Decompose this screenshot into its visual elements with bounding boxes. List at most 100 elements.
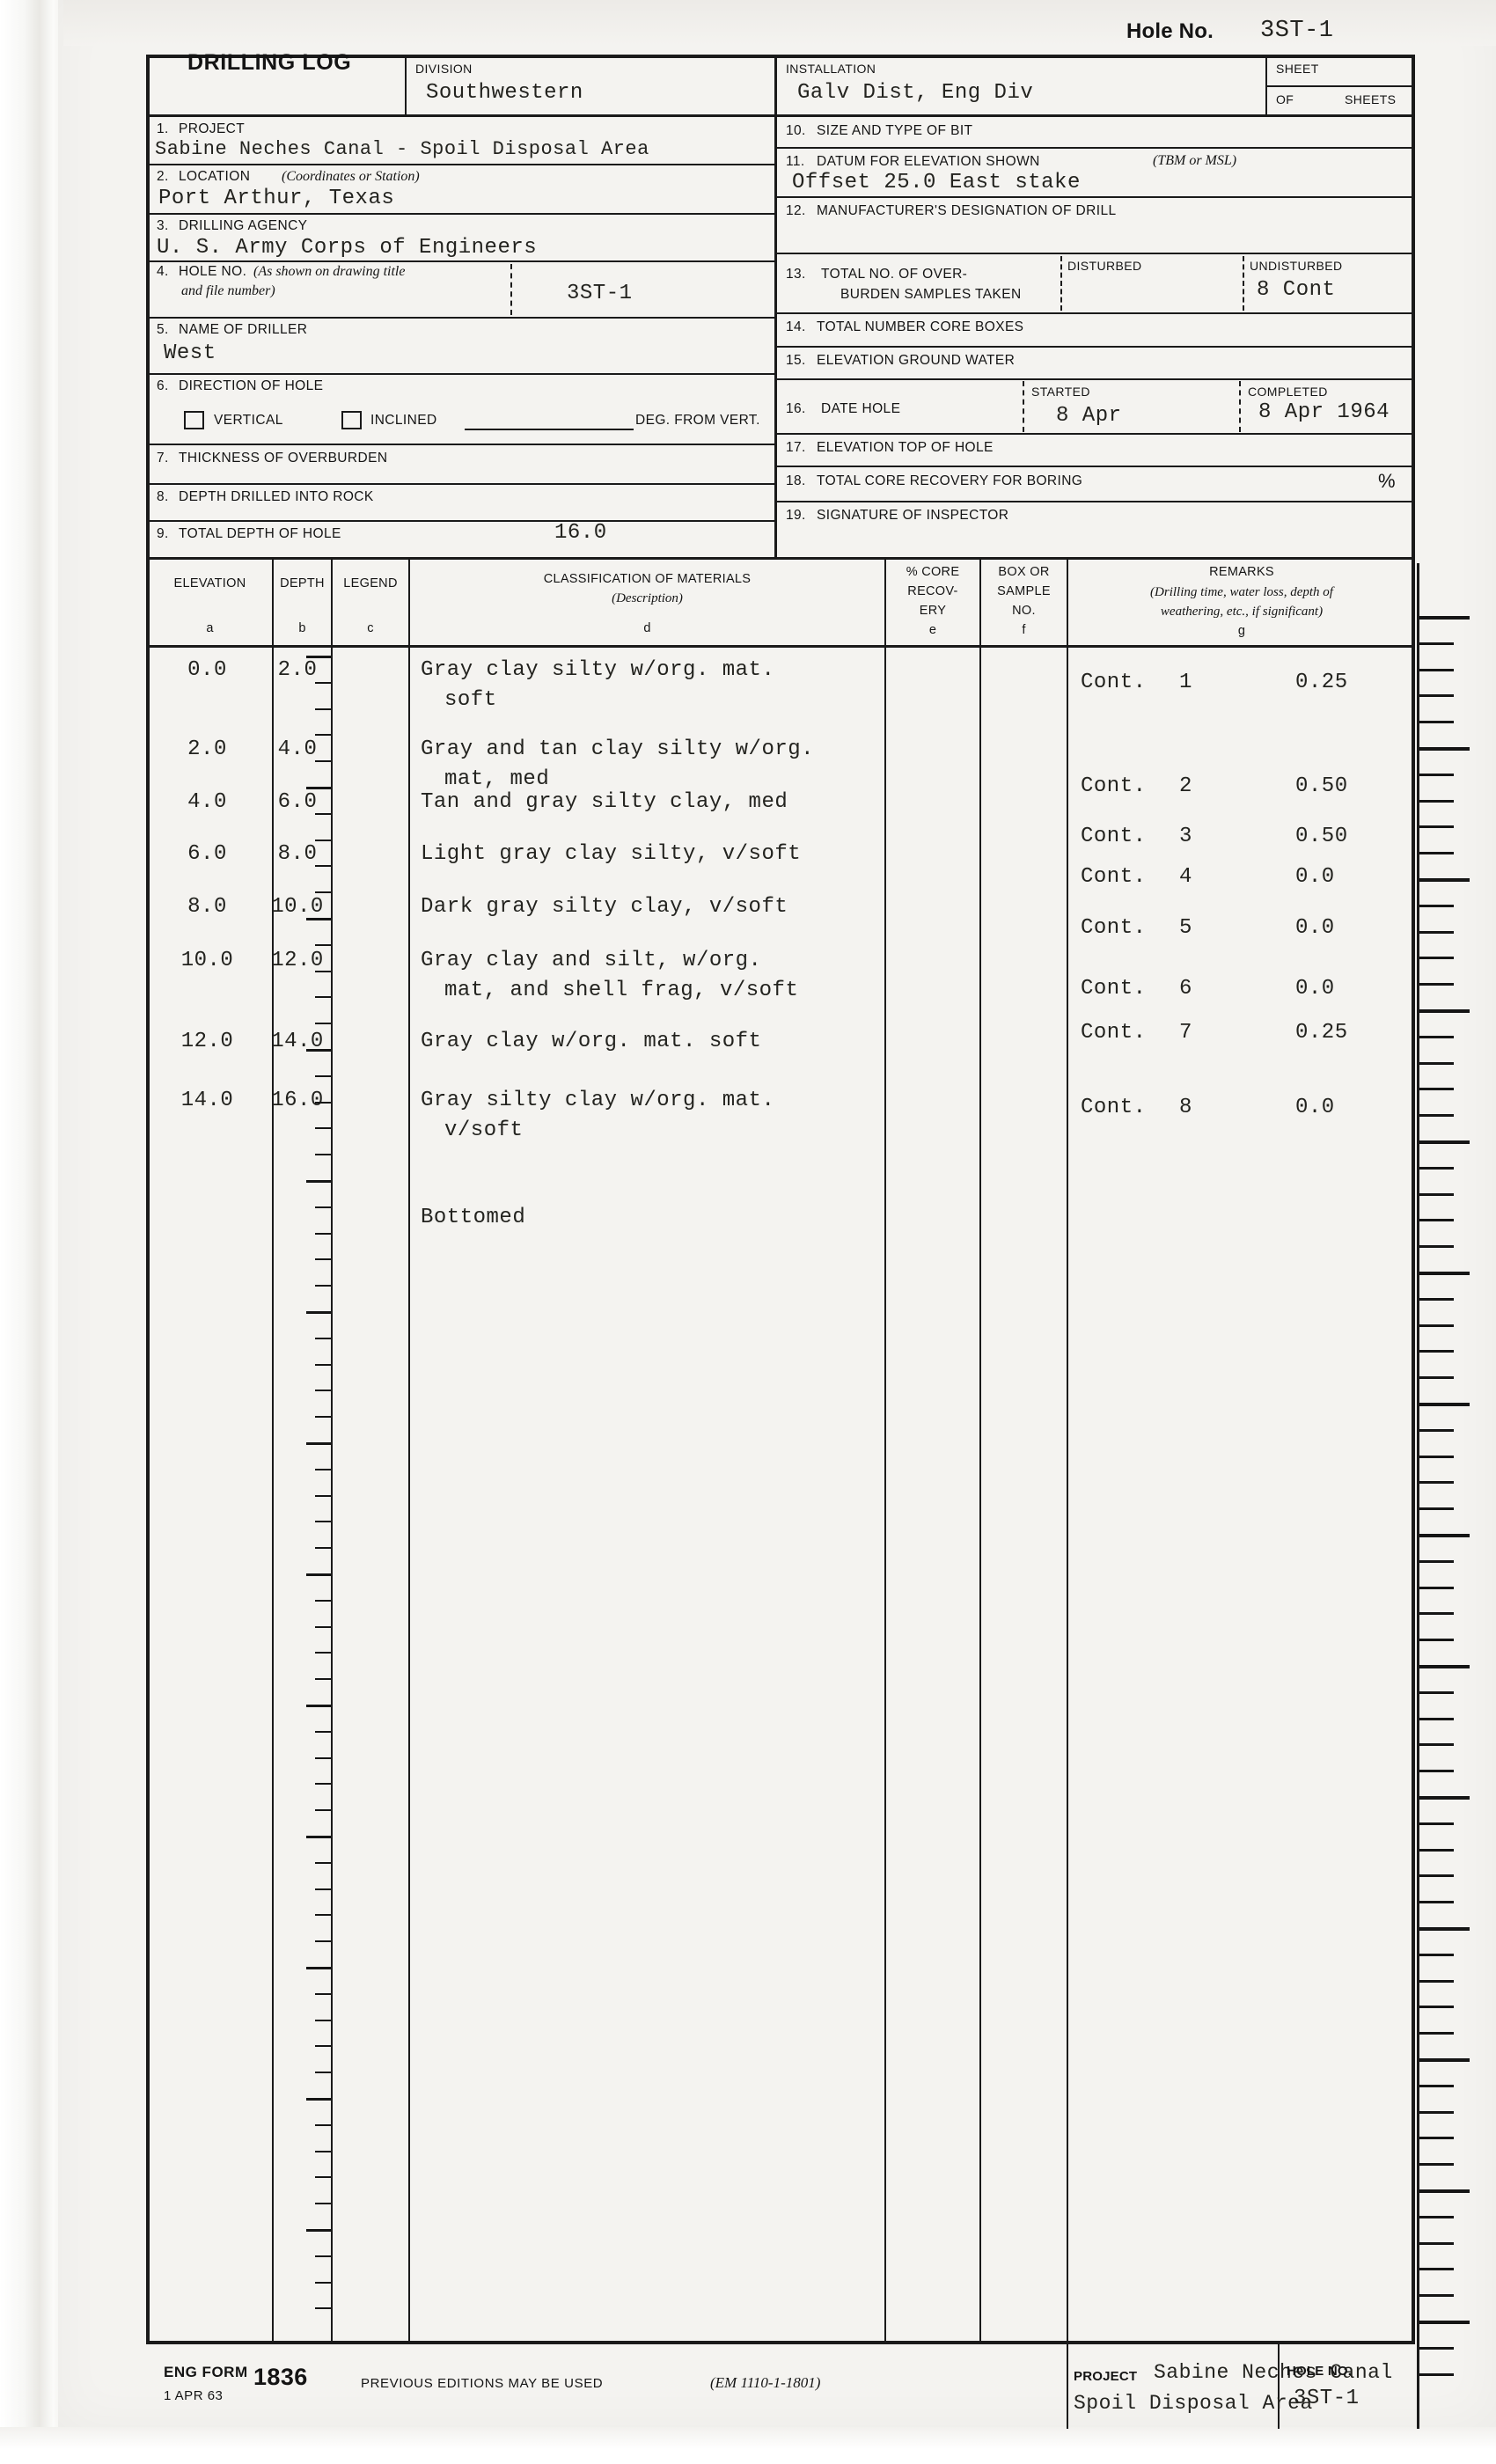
th-elevation-letter: a <box>206 621 214 635</box>
edge-tick-minor <box>1419 1297 1454 1301</box>
field-17-number: 17. <box>786 440 806 455</box>
inclined-label: INCLINED <box>370 413 437 428</box>
depth-tick-minor <box>315 2281 331 2284</box>
depth-tick-minor <box>315 1888 331 1890</box>
edge-tick-minor <box>1419 1743 1454 1747</box>
hline-samples-bottom <box>777 312 1415 314</box>
edge-tick-minor <box>1419 1559 1454 1563</box>
date-completed-value: 8 Apr 1964 <box>1258 400 1390 424</box>
field-5-label: NAME OF DRILLER <box>179 322 308 337</box>
th-classification-sub: (Description) <box>612 591 683 605</box>
cell-elevation: 8.0 <box>187 895 227 919</box>
depth-tick-minor <box>315 1468 331 1470</box>
hline-elevtop-bottom <box>777 466 1415 467</box>
edge-tick-minor <box>1419 1114 1454 1118</box>
field-13-label2: BURDEN SAMPLES TAKEN <box>840 287 1022 302</box>
edge-tick-major <box>1419 1534 1470 1537</box>
cell-elevation: 0.0 <box>187 658 227 682</box>
inclined-checkbox[interactable] <box>341 411 362 429</box>
hline-agency-bottom <box>146 260 776 262</box>
vline-footer-project <box>1067 2344 1068 2429</box>
edge-tick-minor <box>1419 904 1454 907</box>
field-4-label: HOLE NO. <box>179 264 247 279</box>
vertical-checkbox[interactable] <box>184 411 204 429</box>
depth-tick-minor <box>315 1232 331 1235</box>
field-13-number: 13. <box>786 267 806 282</box>
dash-undisturbed <box>1243 256 1244 311</box>
depth-tick-minor <box>315 734 331 737</box>
hline-title-bottom <box>146 114 776 117</box>
cell-remark-number: 3 <box>1179 825 1192 848</box>
cell-remark-number: 5 <box>1179 916 1192 940</box>
field-6-number: 6. <box>157 378 169 393</box>
cell-elevation: 10.0 <box>180 949 234 972</box>
cell-classification: Gray silty clay w/org. mat. <box>421 1089 775 1112</box>
field-2-label: LOCATION <box>179 169 251 184</box>
edge-tick-major <box>1419 1796 1470 1800</box>
field-15-label: ELEVATION GROUND WATER <box>817 353 1016 368</box>
th-core-recovery-1: % CORE <box>906 565 960 579</box>
field-2-number: 2. <box>157 169 169 184</box>
hline-coreboxes-bottom <box>777 346 1415 348</box>
th-core-recovery-2: RECOV- <box>907 584 958 598</box>
hline-driller-bottom <box>146 373 776 375</box>
edge-tick-minor <box>1419 799 1454 803</box>
deg-input-rule[interactable] <box>465 429 634 430</box>
footer-project-label: PROJECT <box>1074 2369 1138 2384</box>
cell-remark-value: 0.25 <box>1295 1021 1348 1045</box>
eng-form-label: ENG FORM <box>164 2364 248 2380</box>
field-17-label: ELEVATION TOP OF HOLE <box>817 440 994 455</box>
cell-remark-number: 8 <box>1179 1096 1192 1119</box>
depth-tick-minor <box>315 1756 331 1759</box>
depth-tick-minor <box>315 1940 331 1943</box>
edge-tick-minor <box>1419 2215 1454 2218</box>
edge-tick-minor <box>1419 2294 1454 2298</box>
previous-editions-note: PREVIOUS EDITIONS MAY BE USED <box>361 2376 604 2391</box>
driller-name-value: West <box>164 341 216 365</box>
th-depth-letter: b <box>298 621 306 635</box>
edge-tick-major <box>1419 2189 1470 2193</box>
cell-elevation: 14.0 <box>180 1089 234 1112</box>
edge-tick-major <box>1419 1403 1470 1406</box>
edge-tick-major <box>1419 2058 1470 2062</box>
date-completed-label: COMPLETED <box>1248 385 1328 399</box>
edge-tick-minor <box>1419 2372 1454 2376</box>
footer-project-line1: Sabine Neches Canal <box>1154 2361 1393 2384</box>
edge-tick-minor <box>1419 2268 1454 2271</box>
depth-tick-minor <box>315 681 331 684</box>
vline-classification-core <box>884 560 886 2343</box>
edge-tick-major <box>1419 616 1470 620</box>
th-depth: DEPTH <box>280 576 325 590</box>
edge-tick-major <box>1419 2321 1470 2324</box>
field-7-label: THICKNESS OF OVERBURDEN <box>179 451 388 466</box>
cell-elevation: 4.0 <box>187 790 227 814</box>
depth-tick-minor <box>315 1494 331 1497</box>
cell-classification: Light gray clay silty, v/soft <box>421 842 802 866</box>
depth-tick-major <box>306 1967 331 1969</box>
undisturbed-value: 8 Cont <box>1257 278 1336 302</box>
th-core-recovery-letter: e <box>928 623 937 637</box>
field-16-label: DATE HOLE <box>821 401 901 416</box>
edge-tick-minor <box>1419 1901 1454 1904</box>
cell-classification: Tan and gray silty clay, med <box>421 790 788 814</box>
cell-elevation: 6.0 <box>187 842 227 866</box>
field-4-number: 4. <box>157 264 169 279</box>
field-4-sub: (As shown on drawing title <box>253 264 406 279</box>
field-10-number: 10. <box>786 123 806 138</box>
hline-rock-bottom <box>146 520 776 522</box>
depth-tick-minor <box>315 891 331 894</box>
cell-remark-number: 2 <box>1179 774 1192 798</box>
edge-tick-minor <box>1419 1507 1454 1511</box>
depth-tick-minor <box>315 1363 331 1366</box>
th-classification: CLASSIFICATION OF MATERIALS <box>543 572 752 586</box>
division-value: Southwestern <box>426 81 583 105</box>
hline-overburden-bottom <box>146 483 776 485</box>
depth-tick-major <box>306 656 331 658</box>
depth-tick-minor <box>315 1521 331 1523</box>
edge-tick-minor <box>1419 2163 1454 2167</box>
cell-remark-value: 0.0 <box>1295 977 1335 1001</box>
eng-form-date: 1 APR 63 <box>164 2388 224 2403</box>
field-11-sub: (TBM or MSL) <box>1153 153 1237 168</box>
edge-tick-minor <box>1419 694 1454 698</box>
